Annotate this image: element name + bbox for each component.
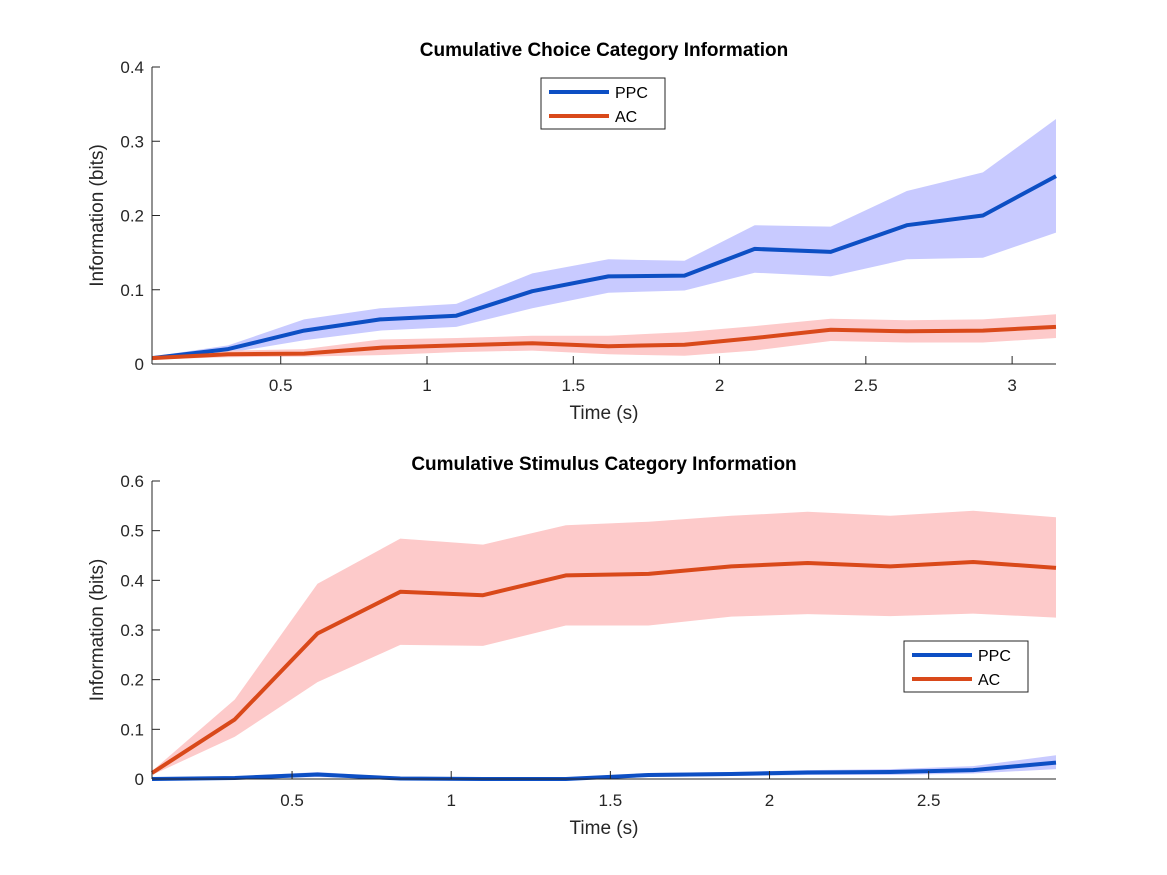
y-tick-label: 0.6	[120, 472, 144, 491]
series-line-ac	[151, 324, 1057, 361]
x-tick-label: 3	[1007, 376, 1016, 395]
x-tick-label: 1.5	[599, 791, 623, 810]
x-tick-label: 0.5	[280, 791, 304, 810]
legend-label-ppc: PPC	[978, 648, 1011, 665]
x-tick-label: 1	[422, 376, 431, 395]
y-tick-label: 0.1	[120, 281, 144, 300]
y-tick-label: 0.2	[120, 207, 144, 226]
y-tick-label: 0	[135, 770, 144, 789]
x-tick-label: 2	[715, 376, 724, 395]
x-axis-label: Time (s)	[570, 403, 639, 424]
x-tick-label: 0.5	[269, 376, 293, 395]
y-tick-label: 0.3	[120, 621, 144, 640]
legend-label-ac: AC	[978, 672, 1000, 689]
series-line-ppc	[151, 760, 1057, 781]
y-axis-label: Information (bits)	[87, 144, 108, 287]
x-tick-label: 2.5	[917, 791, 941, 810]
series-line-ac	[150, 560, 1057, 775]
chart-title: Cumulative Stimulus Category Information	[411, 454, 796, 475]
band-ac	[152, 510, 1056, 775]
x-tick-label: 1.5	[561, 376, 585, 395]
y-tick-label: 0.2	[120, 671, 144, 690]
y-tick-label: 0	[135, 355, 144, 374]
legend-label-ac: AC	[615, 109, 637, 126]
series-line-ppc	[151, 174, 1057, 361]
x-tick-label: 2.5	[854, 376, 878, 395]
legend-box	[903, 640, 1029, 693]
legend-box	[540, 77, 666, 130]
y-tick-label: 0.1	[120, 720, 144, 739]
legend: PPC AC	[903, 640, 1029, 693]
y-tick-label: 0.4	[120, 58, 144, 77]
x-tick-label: 2	[765, 791, 774, 810]
x-axis-label: Time (s)	[570, 818, 639, 839]
subplot-1: 0 0.1 0.2 0.3 0.4 0.5 1 1.5 2 2.5 3 Cumulative Choi…	[87, 40, 1057, 424]
y-axis-label: Information (bits)	[87, 559, 108, 702]
legend: PPC AC	[540, 77, 666, 130]
y-tick-label: 0.5	[120, 522, 144, 541]
band-ppc	[152, 119, 1056, 360]
legend-label-ppc: PPC	[615, 85, 648, 102]
y-tick-label: 0.3	[120, 132, 144, 151]
chart-title: Cumulative Choice Category Information	[420, 40, 788, 61]
subplot-2: 0 0.1 0.2 0.3 0.4 0.5 0.6 0.5 1 1.5 2 2.5 Cumulative…	[87, 454, 1057, 839]
y-tick-label: 0.4	[120, 571, 144, 590]
x-tick-label: 1	[446, 791, 455, 810]
